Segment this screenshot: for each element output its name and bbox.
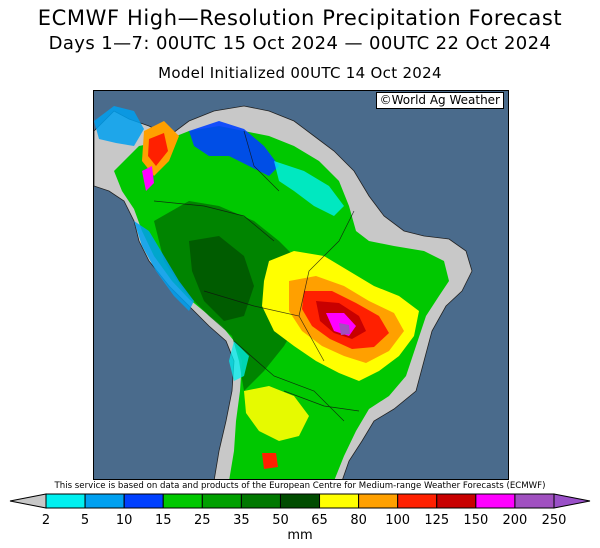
colorbar-segment xyxy=(397,493,438,509)
colorbar-segment xyxy=(436,493,477,509)
colorbar-segment xyxy=(358,493,399,509)
forecast-period: Days 1—7: 00UTC 15 Oct 2024 — 00UTC 22 O… xyxy=(48,33,552,54)
colorbar-tick-label: 25 xyxy=(194,513,211,528)
legend-unit: mm xyxy=(287,528,313,543)
map-title: ECMWF High—Resolution Precipitation Fore… xyxy=(37,6,563,30)
colorbar-segments xyxy=(9,493,591,509)
colorbar-segment xyxy=(514,493,555,509)
colorbar-segment xyxy=(45,493,86,509)
colorbar-segment xyxy=(201,493,242,509)
precip-blue-west xyxy=(134,221,194,311)
precip-blue-north xyxy=(189,121,279,176)
precip-purple xyxy=(339,323,350,335)
colorbar-tick-label: 10 xyxy=(116,513,133,528)
colorbar-tick-label: 15 xyxy=(155,513,172,528)
precip-andes-red xyxy=(148,133,168,166)
precip-south-yellow xyxy=(244,386,309,441)
country-borders xyxy=(153,130,360,422)
colorbar-tick-label: 35 xyxy=(233,513,250,528)
colorbar-tick-label: 250 xyxy=(542,513,567,528)
precip-caribbean-coast xyxy=(94,106,144,146)
colorbar-segment xyxy=(162,493,203,509)
precipitation-map: ©World Ag Weather xyxy=(93,90,509,480)
precip-south-red xyxy=(262,453,278,469)
map-canvas xyxy=(94,91,508,479)
map-credit: ©World Ag Weather xyxy=(375,92,504,109)
colorbar-tick-label: 125 xyxy=(424,513,449,528)
colorbar-tick-label: 2 xyxy=(42,513,50,528)
precip-andes-magenta xyxy=(142,166,154,191)
precip-cyan-north xyxy=(274,161,344,216)
colorbar-tick-label: 80 xyxy=(350,513,367,528)
model-initialized: Model Initialized 00UTC 14 Oct 2024 xyxy=(158,64,442,82)
colorbar-segment xyxy=(279,493,321,509)
colorbar-tick-label: 65 xyxy=(311,513,328,528)
colorbar-segment xyxy=(475,493,516,509)
colorbar-high-arrow xyxy=(553,493,591,509)
precipitation-colorbar: 2 5 10 15 25 35 50 65 80 100 125 150 200 250 xyxy=(9,493,591,528)
colorbar-low-arrow xyxy=(9,493,47,509)
colorbar-tick-label: 50 xyxy=(272,513,289,528)
colorbar-segment xyxy=(319,493,360,509)
colorbar-segment xyxy=(84,493,125,509)
colorbar-tick-label: 100 xyxy=(385,513,410,528)
colorbar-tick-label: 200 xyxy=(503,513,528,528)
colorbar-tick-label: 5 xyxy=(81,513,89,528)
data-source-disclaimer: This service is based on data and produc… xyxy=(54,481,546,491)
colorbar-segment xyxy=(240,493,281,509)
colorbar-segment xyxy=(123,493,164,509)
precip-cyan-south xyxy=(229,341,249,381)
precip-darkest-green xyxy=(189,236,254,321)
colorbar-tick-labels: 2 5 10 15 25 35 50 65 80 100 125 150 200 250 xyxy=(42,513,567,528)
colorbar-tick-label: 150 xyxy=(463,513,488,528)
